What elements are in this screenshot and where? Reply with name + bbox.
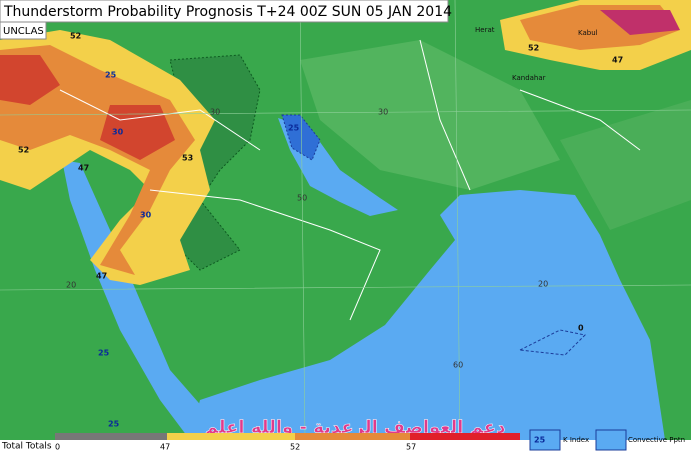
contour-label: 25 <box>108 420 120 429</box>
watermark: دعم العواصف الرعدية - والله اعلم <box>205 417 506 438</box>
classification: UNCLAS <box>3 26 44 37</box>
place-label: Kabul <box>578 29 598 37</box>
legend-title: Total Totals <box>1 442 52 452</box>
red-sea <box>62 160 205 440</box>
legend-tick: 47 <box>160 443 170 452</box>
grid-label: 30 <box>210 108 220 117</box>
arabian-sea <box>190 190 665 440</box>
grid-label: 60 <box>453 361 463 370</box>
borders <box>59 39 641 321</box>
convective-swatch <box>595 429 627 451</box>
legend-tick: 57 <box>406 443 416 452</box>
contour-label: 25 <box>288 124 300 133</box>
contour-label: 47 <box>612 56 623 65</box>
total-totals-52 <box>0 45 195 275</box>
contour-label: 0 <box>578 324 584 333</box>
grid-label: 20 <box>538 280 548 289</box>
legend-swatch <box>295 433 410 440</box>
contour-label: 52 <box>528 44 539 53</box>
grid-label: 20 <box>66 281 76 290</box>
place-label: Kandahar <box>512 74 546 82</box>
k-index-area <box>281 114 321 161</box>
legend-tick: 0 <box>55 443 60 452</box>
contour-label: 30 <box>140 211 152 220</box>
k-index-label: K Index <box>563 436 589 444</box>
title-box <box>0 0 449 23</box>
contour-label: 47 <box>96 272 107 281</box>
title: Thunderstorm Probability Prognosis T+24 … <box>3 4 452 20</box>
contour-label: 52 <box>70 32 81 41</box>
convective-label: Convective Pptn <box>628 436 685 444</box>
legend-tick: 52 <box>290 443 300 452</box>
legend-bar <box>0 440 691 452</box>
k-index-swatch <box>529 429 561 451</box>
k-index-contour <box>518 329 587 356</box>
k-index-sample: 25 <box>534 436 546 445</box>
total-totals-57 <box>600 10 680 35</box>
contour-label: 25 <box>98 349 110 358</box>
place-label: Herat <box>475 26 495 34</box>
legend-swatch <box>410 433 520 440</box>
classification-box <box>0 21 47 40</box>
graticule <box>0 0 691 441</box>
grid-label: 50 <box>297 194 307 203</box>
contour-label: 52 <box>18 146 29 155</box>
total-totals-57 <box>0 55 175 160</box>
highland <box>300 40 560 190</box>
legend-swatch <box>167 433 295 440</box>
contour-label: 47 <box>78 164 89 173</box>
contour-label: 30 <box>112 128 124 137</box>
contour-label: 53 <box>182 154 193 163</box>
highland <box>560 100 691 230</box>
grid-label: 30 <box>378 108 388 117</box>
legend-swatch <box>55 433 167 440</box>
contour-label: 25 <box>105 71 117 80</box>
